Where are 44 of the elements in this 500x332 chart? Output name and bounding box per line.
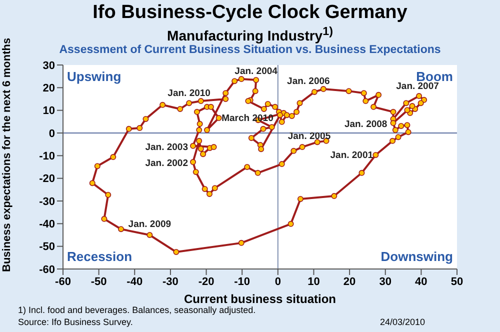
annotation: Jan. 2008 bbox=[344, 119, 388, 130]
annotation: Jan. 2006 bbox=[287, 76, 330, 87]
x-tick-label: 0 bbox=[274, 276, 281, 288]
annotation: Jan. 2002 bbox=[145, 158, 188, 170]
text: Assessment of Current Business Situation vs. Business Expectations bbox=[59, 44, 441, 56]
x-tick-label: 10 bbox=[308, 276, 320, 288]
chart-subtitle: Manufacturing Industry$^{1)}$ bbox=[167, 25, 333, 44]
annotation: Jan. 2009 bbox=[128, 219, 172, 230]
annotation: Jan. 2005 bbox=[288, 130, 332, 142]
y-tick-label: -20 bbox=[39, 173, 55, 186]
y-tick-label: -40 bbox=[39, 218, 55, 231]
x-tick-label: -20 bbox=[198, 276, 214, 288]
y-axis-title: Business expectations for the next 6 months bbox=[0, 38, 13, 272]
annotation: Jan. 2007 bbox=[396, 81, 439, 92]
annotation: Upswing bbox=[67, 69, 122, 84]
y-tick-label: 20 bbox=[42, 82, 55, 95]
x-tick-label: 30 bbox=[379, 276, 392, 288]
annotation: Recession bbox=[67, 249, 132, 264]
text: 24/03/2010 bbox=[380, 317, 426, 327]
annotation: Downswing bbox=[380, 249, 453, 264]
annotation: Jan. 2004 bbox=[234, 66, 278, 77]
source-note: Source: Ifo Business Survey. bbox=[18, 317, 133, 327]
x-tick-label: -10 bbox=[234, 276, 250, 288]
x-tick-label: -30 bbox=[162, 276, 178, 288]
annotation: Jan. 2003 bbox=[145, 142, 188, 153]
x-tick-label: 40 bbox=[415, 276, 428, 288]
annotation: Jan. 2010 bbox=[168, 88, 210, 100]
y-tick-label: -10 bbox=[39, 150, 55, 163]
x-tick-label: 50 bbox=[450, 276, 464, 288]
x-tick-label: -60 bbox=[55, 276, 71, 288]
annotation: Boom bbox=[416, 69, 453, 84]
annotation: Jan. 2001 bbox=[330, 150, 374, 161]
y-tick-label: 0 bbox=[48, 128, 55, 140]
y-tick-label: -60 bbox=[39, 264, 55, 276]
y-tick-label: 10 bbox=[42, 105, 55, 118]
y-tick-label: 30 bbox=[42, 60, 55, 72]
y-tick-label: -30 bbox=[39, 196, 55, 208]
text: 1) Incl. food and beverages. Balances, seasonally adjusted. bbox=[18, 305, 256, 315]
x-tick-label: -50 bbox=[90, 276, 107, 288]
x-axis-title: Current business situation bbox=[184, 292, 336, 306]
chart-title: Ifo Business-Cycle Clock Germany bbox=[92, 2, 408, 24]
x-tick-label: 20 bbox=[343, 276, 356, 288]
x-tick-label: -40 bbox=[126, 276, 143, 288]
y-tick-label: -50 bbox=[39, 241, 55, 254]
